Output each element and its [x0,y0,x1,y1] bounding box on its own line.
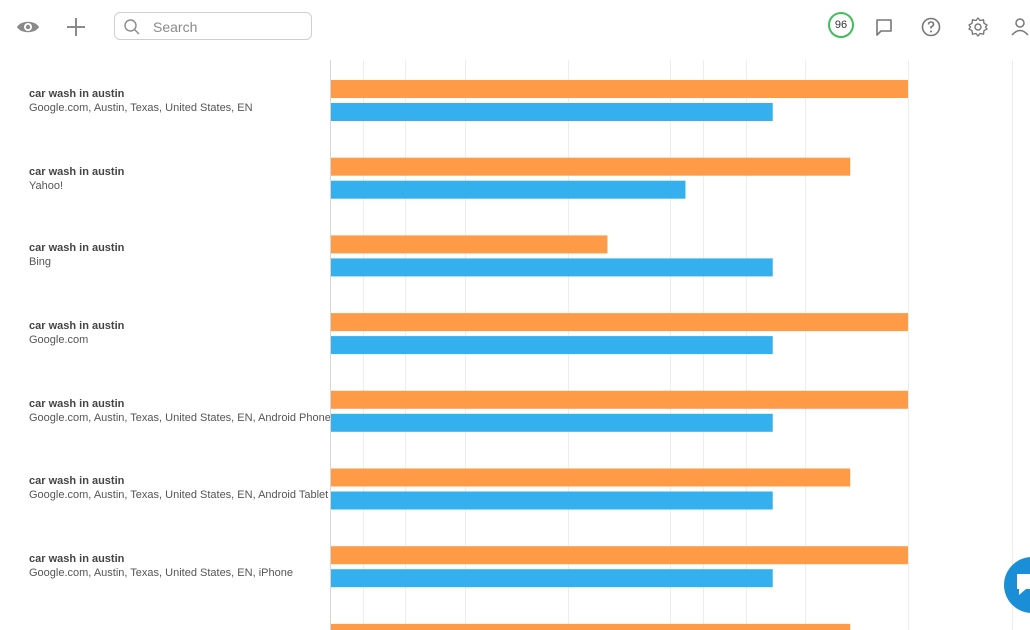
keyword-label: car wash in austin [29,166,125,178]
search-input[interactable] [151,16,305,38]
bar-chart-svg [330,60,909,630]
keyword-label: car wash in austin [29,242,125,254]
engine-label: Bing [29,256,52,268]
help-icon[interactable] [918,14,944,40]
settings-gear-icon[interactable] [965,14,991,40]
bar-orange[interactable] [331,235,608,254]
divider [1012,60,1013,630]
list-item[interactable]: car wash in austin Google.com, Austin, T… [29,553,329,580]
bar-chart [330,60,930,630]
bar-blue[interactable] [331,569,773,588]
bar-blue[interactable] [331,336,773,355]
list-item[interactable]: car wash in austin Google.com, Austin, T… [29,88,329,115]
list-item[interactable]: car wash in austin Google.com [29,320,329,347]
bar-blue[interactable] [331,491,773,510]
engine-label: Yahoo! [29,180,64,192]
bar-orange[interactable] [331,390,908,409]
engine-label: Google.com [29,334,89,346]
keyword-list: car wash in austin Google.com, Austin, T… [0,54,331,630]
eye-icon[interactable] [15,14,41,40]
user-icon[interactable] [1010,14,1030,40]
list-item[interactable]: car wash in austin Bing [29,242,329,269]
engine-label: Google.com, Austin, Texas, United States… [29,489,329,501]
chat-widget-button[interactable] [1004,557,1030,613]
engine-label: Google.com, Austin, Texas, United States… [29,102,253,114]
bar-blue[interactable] [331,258,773,277]
bar-blue[interactable] [331,103,773,121]
search-icon [123,18,141,36]
bar-orange[interactable] [331,623,851,630]
bar-orange[interactable] [331,313,908,332]
score-badge[interactable]: 96 [828,12,854,38]
keyword-label: car wash in austin [29,88,125,100]
keyword-label: car wash in austin [29,475,125,487]
list-item[interactable]: car wash in austin Google.com, Austin, T… [29,475,329,502]
feedback-icon[interactable] [871,14,897,40]
keyword-label: car wash in austin [29,553,125,565]
plus-icon[interactable] [63,14,89,40]
keyword-label: car wash in austin [29,398,125,410]
engine-label: Google.com, Austin, Texas, United States… [29,412,331,424]
bar-orange[interactable] [331,468,851,487]
bar-orange[interactable] [331,157,851,176]
bar-orange[interactable] [331,546,908,565]
list-item[interactable]: car wash in austin Google.com, Austin, T… [29,398,331,425]
list-item[interactable]: car wash in austin Yahoo! [29,166,329,193]
bar-orange[interactable] [331,80,908,98]
top-toolbar: 96 [0,0,1030,54]
engine-label: Google.com, Austin, Texas, United States… [29,567,293,579]
bar-blue[interactable] [331,413,773,432]
keyword-label: car wash in austin [29,320,125,332]
chat-icon [1017,574,1030,595]
bar-blue[interactable] [331,180,686,199]
search-box[interactable] [114,12,312,40]
